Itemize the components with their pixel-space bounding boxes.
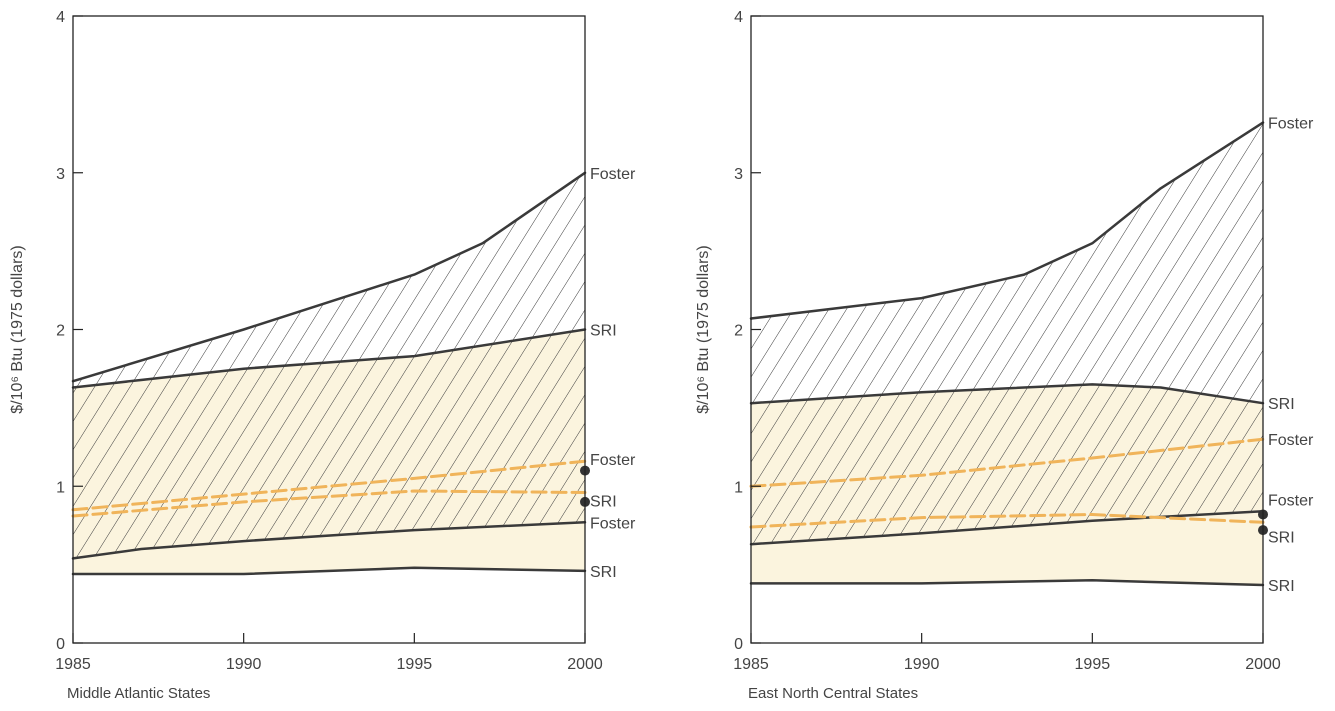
ma-x-tick-label-1985: 1985 <box>55 656 91 673</box>
ma-series-line-2-foster-dashed <box>71 459 587 512</box>
enc-series-line-1-sri-solid <box>749 383 1265 405</box>
chart-middle-atlantic-svg: Foster SRI Foster SRI Foster SRI 0 1 2 3 4 1985 1990… <box>9 9 636 702</box>
ma-series-label-2: Foster <box>590 452 636 469</box>
enc-series-line-3-foster-solid <box>749 510 1265 546</box>
ma-x-tick-label-2000: 2000 <box>567 656 603 673</box>
ma-series-label-4: Foster <box>590 515 636 532</box>
enc-series-line-0-foster-solid <box>749 121 1265 320</box>
ma-x-tick-label-1990: 1990 <box>226 656 262 673</box>
ma-y-tick-label-2: 2 <box>56 323 65 340</box>
enc-x-tick-label-1985: 1985 <box>733 656 769 673</box>
enc-series-line-2-foster-dashed <box>749 437 1265 488</box>
enc-x-axis-label: East North Central States <box>748 685 918 702</box>
enc-y-tick-label-4: 4 <box>734 9 743 26</box>
ma-series-line-4-foster-solid <box>71 521 587 560</box>
enc-y-tick-label-0: 0 <box>734 636 743 653</box>
enc-series-line-5-sri-solid <box>749 579 1265 587</box>
enc-y-axis-label: $/10⁶ Btu (1975 dollars) <box>695 245 712 413</box>
ma-series-line-0-foster-solid <box>71 171 587 383</box>
chart-east-north-central: Foster SRI Foster Foster SRI SRI 0 1 2 3 4 1985 1990… <box>668 0 1335 711</box>
enc-series-label-0: Foster <box>1268 116 1314 133</box>
enc-x-tick-label-1995: 1995 <box>1075 656 1111 673</box>
enc-y-tick-label-3: 3 <box>734 166 743 183</box>
ma-series-label-1: SRI <box>590 323 617 340</box>
enc-series-label-3: Foster <box>1268 492 1314 509</box>
ma-x-axis-label: Middle Atlantic States <box>67 685 210 702</box>
chart-middle-atlantic: Foster SRI Foster SRI Foster SRI 0 1 2 3 4 1985 1990… <box>0 0 667 711</box>
enc-series-label-2: Foster <box>1268 432 1314 449</box>
ma-y-axis-label: $/10⁶ Btu (1975 dollars) <box>9 245 26 413</box>
ma-series-label-3: SRI <box>590 494 617 511</box>
ma-y-tick-label-3: 3 <box>56 166 65 183</box>
ma-hatched-band <box>73 172 585 559</box>
ma-y-tick-label-0: 0 <box>56 636 65 653</box>
ma-series-line-1-sri-solid <box>71 328 587 389</box>
enc-series-label-1: SRI <box>1268 396 1295 413</box>
ma-series-label-5: SRI <box>590 564 617 581</box>
enc-hatched-band <box>751 122 1263 545</box>
ma-y-tick-label-4: 4 <box>56 9 65 26</box>
ma-y-tick-label-1: 1 <box>56 479 65 496</box>
enc-series-line-4-sri-dashed <box>749 513 1265 529</box>
enc-series-label-4: SRI <box>1268 529 1295 546</box>
chart-east-north-central-svg: Foster SRI Foster Foster SRI SRI 0 1 2 3 4 1985 1990… <box>695 9 1314 702</box>
ma-x-tick-label-1995: 1995 <box>397 656 433 673</box>
ma-series-line-3-sri-dashed <box>71 489 587 518</box>
enc-y-tick-label-1: 1 <box>734 479 743 496</box>
enc-x-tick-label-1990: 1990 <box>904 656 940 673</box>
ma-series-line-5-sri-solid <box>71 566 587 576</box>
ma-series-label-0: Foster <box>590 166 636 183</box>
enc-y-tick-label-2: 2 <box>734 323 743 340</box>
enc-series-label-5: SRI <box>1268 578 1295 595</box>
enc-x-tick-label-2000: 2000 <box>1245 656 1281 673</box>
